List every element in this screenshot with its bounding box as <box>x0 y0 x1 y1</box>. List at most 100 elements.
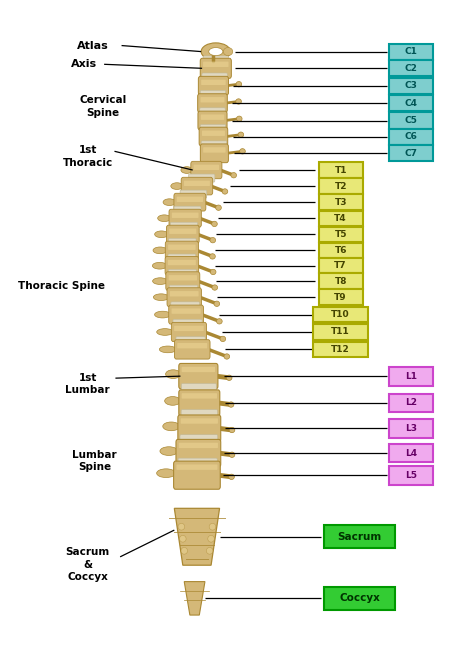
FancyBboxPatch shape <box>324 526 395 548</box>
FancyBboxPatch shape <box>389 44 434 60</box>
Text: C1: C1 <box>405 47 418 56</box>
FancyBboxPatch shape <box>200 91 226 98</box>
FancyBboxPatch shape <box>389 444 434 462</box>
Text: T3: T3 <box>335 198 347 207</box>
Text: Sacrum: Sacrum <box>337 532 382 542</box>
Ellipse shape <box>212 285 218 290</box>
FancyBboxPatch shape <box>169 239 196 247</box>
Ellipse shape <box>171 183 183 190</box>
Ellipse shape <box>152 262 167 269</box>
Text: 1st
Lumbar: 1st Lumbar <box>65 373 110 395</box>
Ellipse shape <box>236 81 242 87</box>
Text: Lumbar
Spine: Lumbar Spine <box>73 450 117 472</box>
Text: T1: T1 <box>335 165 347 175</box>
FancyBboxPatch shape <box>389 95 434 111</box>
Text: 1st
Thoracic: 1st Thoracic <box>63 145 113 168</box>
FancyBboxPatch shape <box>201 144 228 163</box>
FancyBboxPatch shape <box>173 319 202 327</box>
FancyBboxPatch shape <box>168 260 196 265</box>
FancyBboxPatch shape <box>389 145 434 161</box>
FancyBboxPatch shape <box>194 165 219 170</box>
Ellipse shape <box>155 231 168 238</box>
FancyBboxPatch shape <box>200 58 231 79</box>
Text: T2: T2 <box>335 181 347 191</box>
FancyBboxPatch shape <box>168 254 196 262</box>
Ellipse shape <box>238 132 244 137</box>
Ellipse shape <box>228 402 234 407</box>
Ellipse shape <box>165 370 181 378</box>
FancyBboxPatch shape <box>176 439 221 467</box>
Text: C6: C6 <box>405 132 418 141</box>
Ellipse shape <box>208 536 214 542</box>
FancyBboxPatch shape <box>389 394 434 413</box>
Text: Coccyx: Coccyx <box>339 593 380 603</box>
FancyBboxPatch shape <box>198 77 228 95</box>
Text: C5: C5 <box>405 116 418 125</box>
Ellipse shape <box>181 167 193 173</box>
Ellipse shape <box>206 548 213 554</box>
Text: L1: L1 <box>405 372 417 380</box>
FancyBboxPatch shape <box>181 410 218 421</box>
FancyBboxPatch shape <box>169 209 201 227</box>
FancyBboxPatch shape <box>203 147 226 153</box>
FancyBboxPatch shape <box>168 269 196 278</box>
Ellipse shape <box>237 116 242 122</box>
Ellipse shape <box>240 149 246 154</box>
Text: T11: T11 <box>331 327 350 337</box>
Ellipse shape <box>210 237 216 243</box>
Ellipse shape <box>236 99 241 104</box>
FancyBboxPatch shape <box>172 308 201 314</box>
Ellipse shape <box>156 469 175 478</box>
FancyBboxPatch shape <box>389 466 434 485</box>
FancyBboxPatch shape <box>198 93 228 112</box>
FancyBboxPatch shape <box>181 177 213 195</box>
FancyBboxPatch shape <box>200 124 226 132</box>
Polygon shape <box>184 581 205 615</box>
FancyBboxPatch shape <box>171 302 200 310</box>
FancyBboxPatch shape <box>174 206 201 214</box>
FancyBboxPatch shape <box>324 587 395 610</box>
FancyBboxPatch shape <box>313 325 368 339</box>
FancyBboxPatch shape <box>178 458 217 470</box>
FancyBboxPatch shape <box>181 418 218 423</box>
Ellipse shape <box>153 247 167 254</box>
FancyBboxPatch shape <box>174 339 210 359</box>
Text: L2: L2 <box>405 398 417 407</box>
Text: T8: T8 <box>335 277 347 286</box>
FancyBboxPatch shape <box>319 210 363 226</box>
Ellipse shape <box>209 48 223 56</box>
FancyBboxPatch shape <box>179 390 220 416</box>
Ellipse shape <box>210 254 215 259</box>
FancyBboxPatch shape <box>201 80 226 85</box>
FancyBboxPatch shape <box>203 62 228 67</box>
FancyBboxPatch shape <box>173 461 220 489</box>
Ellipse shape <box>154 294 169 300</box>
FancyBboxPatch shape <box>319 290 363 305</box>
Ellipse shape <box>214 301 219 306</box>
Ellipse shape <box>158 215 171 222</box>
Ellipse shape <box>228 474 234 480</box>
Ellipse shape <box>224 354 229 359</box>
FancyBboxPatch shape <box>313 341 368 357</box>
FancyBboxPatch shape <box>168 245 196 250</box>
Text: C3: C3 <box>405 81 418 90</box>
Ellipse shape <box>153 278 168 284</box>
FancyBboxPatch shape <box>313 307 368 323</box>
FancyBboxPatch shape <box>389 367 434 386</box>
FancyBboxPatch shape <box>319 274 363 289</box>
Ellipse shape <box>160 447 178 456</box>
FancyBboxPatch shape <box>202 130 225 136</box>
FancyBboxPatch shape <box>176 464 218 470</box>
FancyBboxPatch shape <box>319 226 363 242</box>
Ellipse shape <box>155 311 171 318</box>
Ellipse shape <box>220 336 226 341</box>
Text: L5: L5 <box>405 470 417 480</box>
FancyBboxPatch shape <box>166 271 200 290</box>
Ellipse shape <box>227 375 232 380</box>
Ellipse shape <box>217 319 222 324</box>
Ellipse shape <box>178 523 185 530</box>
FancyBboxPatch shape <box>201 141 227 149</box>
Text: L3: L3 <box>405 424 417 433</box>
FancyBboxPatch shape <box>201 114 224 120</box>
FancyBboxPatch shape <box>319 194 363 210</box>
